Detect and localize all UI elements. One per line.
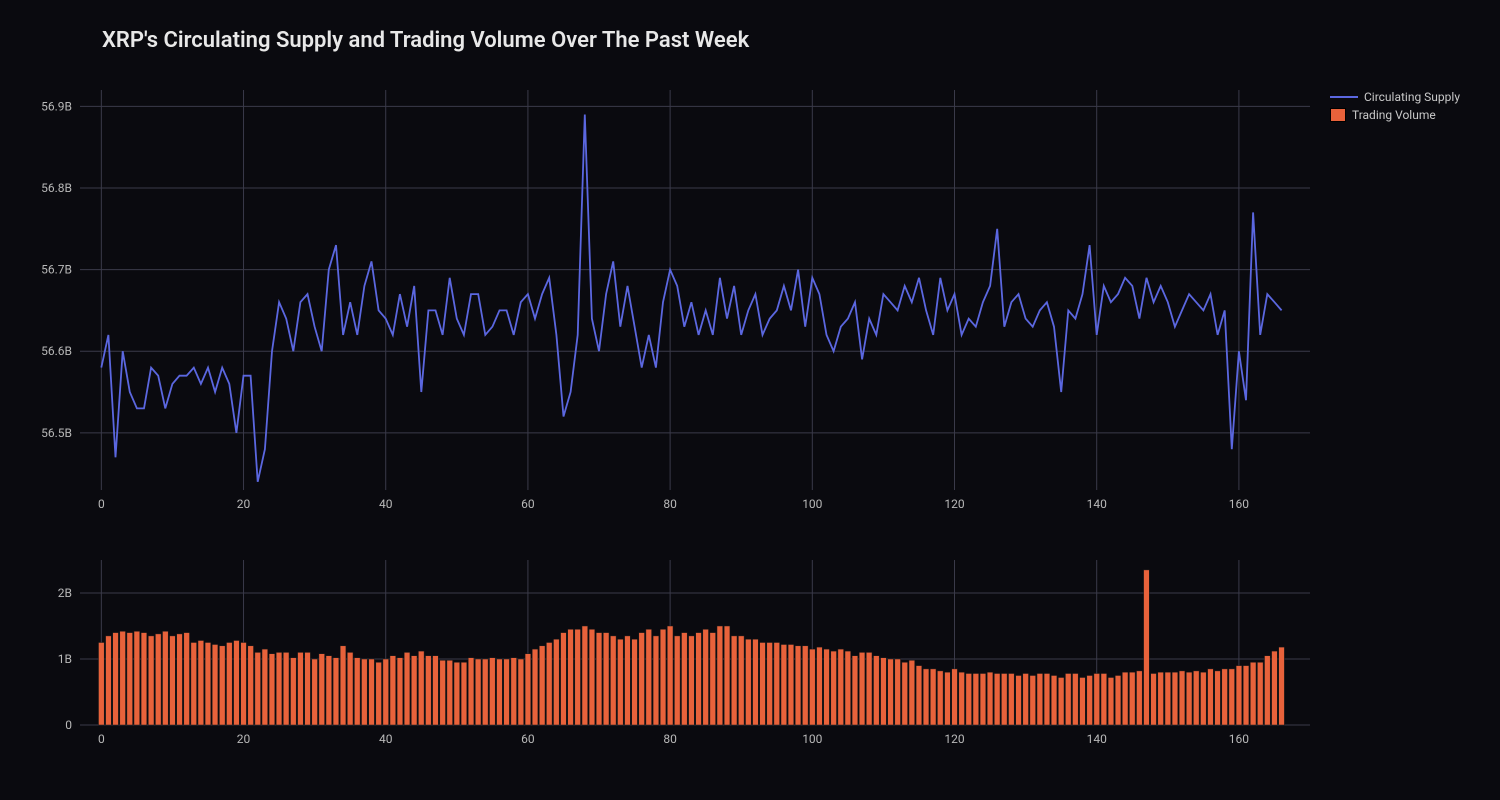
chart-svg: 56.5B 56.6B 56.7B 56.8B 56.9B 0 20 40 60 80 100 120… xyxy=(0,0,1500,800)
svg-text:0: 0 xyxy=(65,718,72,732)
svg-text:56.9B: 56.9B xyxy=(41,99,72,113)
svg-text:160: 160 xyxy=(1229,497,1249,511)
svg-text:40: 40 xyxy=(379,497,393,511)
legend-label: Trading Volume xyxy=(1352,108,1436,122)
svg-text:56.7B: 56.7B xyxy=(41,263,72,277)
svg-text:20: 20 xyxy=(237,497,251,511)
svg-text:1B: 1B xyxy=(58,652,72,666)
chart-title: XRP's Circulating Supply and Trading Vol… xyxy=(102,28,749,53)
svg-text:140: 140 xyxy=(1087,732,1107,746)
svg-text:140: 140 xyxy=(1087,497,1107,511)
svg-text:0: 0 xyxy=(98,497,105,511)
legend-item-supply: Circulating Supply xyxy=(1330,90,1460,104)
legend-label: Circulating Supply xyxy=(1364,90,1460,104)
svg-text:80: 80 xyxy=(663,732,677,746)
svg-text:100: 100 xyxy=(802,732,822,746)
svg-text:56.5B: 56.5B xyxy=(41,426,72,440)
svg-text:2B: 2B xyxy=(58,586,72,600)
svg-text:60: 60 xyxy=(521,732,535,746)
svg-text:160: 160 xyxy=(1229,732,1249,746)
svg-text:56.6B: 56.6B xyxy=(41,344,72,358)
svg-text:120: 120 xyxy=(944,497,964,511)
legend-swatch-bar xyxy=(1330,108,1346,122)
svg-text:56.8B: 56.8B xyxy=(41,181,72,195)
svg-text:80: 80 xyxy=(663,497,677,511)
svg-text:120: 120 xyxy=(944,732,964,746)
chart-container: XRP's Circulating Supply and Trading Vol… xyxy=(0,0,1500,800)
svg-text:40: 40 xyxy=(379,732,393,746)
svg-text:20: 20 xyxy=(237,732,251,746)
legend: Circulating Supply Trading Volume xyxy=(1330,90,1460,126)
legend-swatch-line xyxy=(1330,96,1358,98)
svg-text:0: 0 xyxy=(98,732,105,746)
svg-text:60: 60 xyxy=(521,497,535,511)
legend-item-volume: Trading Volume xyxy=(1330,108,1460,122)
svg-text:100: 100 xyxy=(802,497,822,511)
